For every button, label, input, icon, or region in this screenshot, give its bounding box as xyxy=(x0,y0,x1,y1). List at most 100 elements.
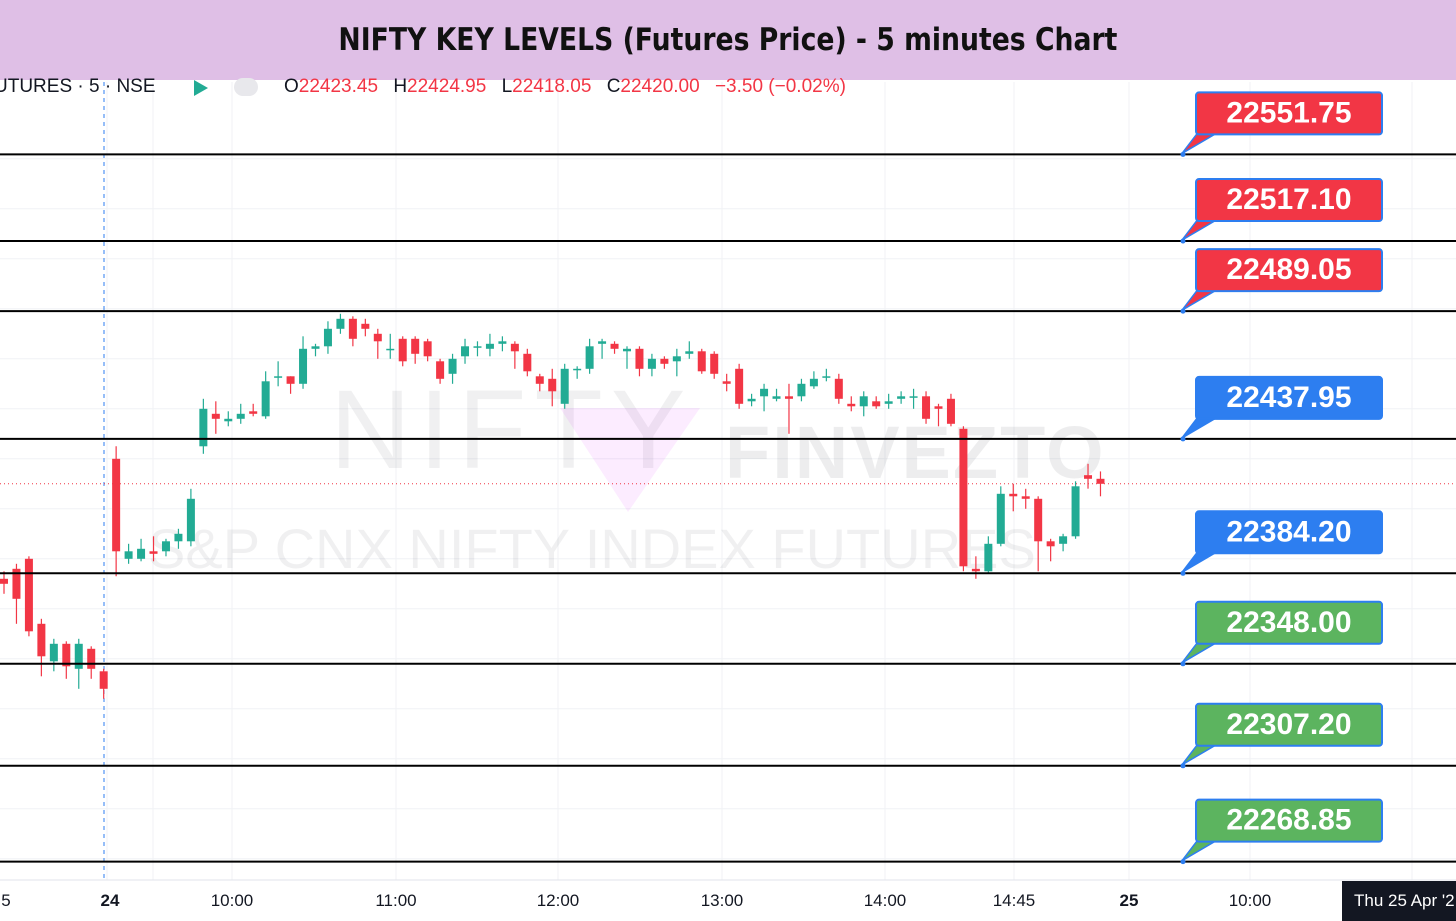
ohlc-high-value: 22424.95 xyxy=(407,76,487,97)
callout-pointer xyxy=(1181,743,1221,766)
candle xyxy=(99,668,108,699)
candle xyxy=(872,396,881,409)
candle-body xyxy=(124,551,133,559)
key-level-callout[interactable] xyxy=(1195,510,1383,555)
candle-body xyxy=(598,341,607,344)
key-level-callout[interactable] xyxy=(1195,702,1383,747)
candle-body xyxy=(336,318,345,329)
candle-body xyxy=(411,338,420,354)
chart-title-bar: NIFTY KEY LEVELS (Futures Price) - 5 min… xyxy=(0,0,1456,80)
candle xyxy=(398,336,407,367)
candle xyxy=(735,363,744,409)
status-dot-icon[interactable] xyxy=(234,78,258,96)
candle-body xyxy=(809,378,818,387)
candle-body xyxy=(448,358,457,374)
candle-body xyxy=(946,398,955,424)
candle xyxy=(423,338,432,362)
candle xyxy=(49,638,58,672)
flag-icon[interactable] xyxy=(194,80,208,96)
key-level-callout[interactable] xyxy=(1195,600,1383,645)
time-tick-label: 25 xyxy=(1120,891,1139,910)
key-level-callout[interactable] xyxy=(1195,178,1383,223)
ohlc-key-close: C xyxy=(606,76,621,97)
candle-body xyxy=(186,498,195,542)
candle xyxy=(336,313,345,334)
candle xyxy=(24,556,33,637)
candle-body xyxy=(660,358,669,364)
candle xyxy=(286,376,295,394)
candle xyxy=(884,393,893,409)
candle xyxy=(249,403,258,417)
candle xyxy=(598,338,607,359)
candle-body xyxy=(1096,478,1105,484)
anchor-point xyxy=(1180,763,1186,769)
candle xyxy=(224,411,233,427)
candle-body xyxy=(373,333,382,342)
key-level-callout[interactable] xyxy=(1195,375,1383,420)
candle-body xyxy=(535,376,544,384)
watermark-logo-icon xyxy=(560,408,700,512)
key-level-support[interactable]: 22307.20 xyxy=(0,702,1456,769)
candle-body xyxy=(398,338,407,362)
candle-body xyxy=(922,396,931,419)
ohlc-change-value: −3.50 (−0.02%) xyxy=(714,76,846,97)
candle xyxy=(897,391,906,404)
candle-body xyxy=(249,411,258,414)
candle-body xyxy=(1046,541,1055,547)
ohlc-low-value: 22418.05 xyxy=(512,76,592,97)
candle-body xyxy=(1009,493,1018,497)
candle-body xyxy=(573,368,582,371)
key-level-support[interactable]: 22268.85 xyxy=(0,798,1456,865)
candle-body xyxy=(161,541,170,552)
time-tick-label: 11:00 xyxy=(375,891,416,910)
key-level-support[interactable]: 22348.00 xyxy=(0,600,1456,667)
key-level-callout[interactable] xyxy=(1195,248,1383,293)
candle xyxy=(1046,538,1055,562)
candle xyxy=(174,528,183,549)
ohlc-key-open: O xyxy=(284,76,299,97)
candle-body xyxy=(286,376,295,384)
key-level-resistance[interactable]: 22517.10 xyxy=(0,178,1456,244)
ohlc-key-low: L xyxy=(501,76,513,97)
candle-body xyxy=(722,381,731,384)
key-level-pivot[interactable]: 22384.20 xyxy=(0,510,1456,576)
candle-body xyxy=(1034,498,1043,542)
candle-body xyxy=(311,346,320,349)
watermark-brand-mark: NIFTY xyxy=(330,367,694,492)
candle-body xyxy=(772,396,781,399)
candle-body xyxy=(211,413,220,419)
candle xyxy=(859,391,868,417)
candle xyxy=(87,646,96,679)
key-level-resistance[interactable]: 22489.05 xyxy=(0,248,1456,314)
candle xyxy=(984,536,993,574)
candle xyxy=(37,618,46,677)
key-level-resistance[interactable]: 22551.75 xyxy=(0,91,1456,157)
key-level-callout[interactable] xyxy=(1195,798,1383,843)
time-tick-label: 14:45 xyxy=(993,891,1036,910)
candle xyxy=(747,393,756,407)
candle xyxy=(710,351,719,379)
candle-body xyxy=(610,343,619,349)
callout-pointer xyxy=(1181,550,1221,573)
candle-body xyxy=(884,401,893,404)
candle xyxy=(62,641,71,679)
key-level-label: 22489.05 xyxy=(1226,253,1351,286)
candle xyxy=(573,366,582,379)
candle-body xyxy=(299,348,308,384)
candle-body xyxy=(784,396,793,399)
ohlc-close-value: 22420.00 xyxy=(620,76,700,97)
candle-body xyxy=(361,323,370,329)
candle xyxy=(685,341,694,359)
time-tick-label: 14:00 xyxy=(864,891,907,910)
key-level-callout[interactable] xyxy=(1195,91,1383,136)
candle-body xyxy=(461,346,470,357)
time-tick-label: 10:00 xyxy=(1229,891,1272,910)
symbol-label[interactable]: UTURES · 5 · NSE xyxy=(0,76,156,97)
candle-body xyxy=(710,353,719,374)
candle xyxy=(1021,488,1030,509)
candle-body xyxy=(1059,536,1068,544)
key-level-pivot[interactable]: 22437.95 xyxy=(0,375,1456,442)
key-level-label: 22307.20 xyxy=(1226,708,1351,741)
candle xyxy=(722,373,731,392)
